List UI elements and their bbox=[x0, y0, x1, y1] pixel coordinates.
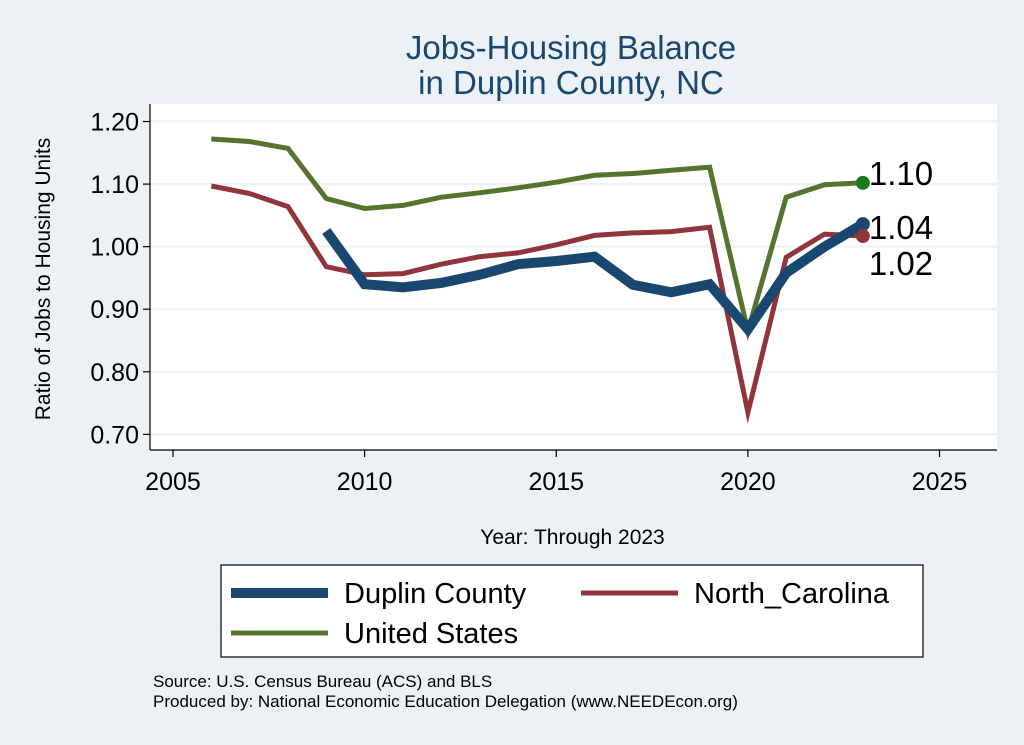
x-tick-label: 2010 bbox=[337, 468, 393, 496]
x-axis-title: Year: Through 2023 bbox=[480, 526, 665, 549]
series-line-0 bbox=[322, 219, 866, 338]
legend: Duplin County North_Carolina United States bbox=[220, 564, 924, 658]
legend-label: North_Carolina bbox=[694, 578, 890, 610]
y-tick-label: 0.90 bbox=[90, 296, 139, 324]
chart-title-line: Jobs-Housing Balance bbox=[406, 29, 736, 66]
producer-note: Produced by: National Economic Education… bbox=[153, 692, 738, 711]
y-tick-label: 1.20 bbox=[90, 109, 139, 137]
x-tick-label: 2020 bbox=[720, 468, 776, 496]
plot-area-background bbox=[150, 104, 997, 450]
y-axis-title: Ratio of Jobs to Housing Units bbox=[32, 138, 55, 420]
end-marker bbox=[855, 217, 870, 232]
legend-label: United States bbox=[344, 618, 518, 650]
series-lines bbox=[210, 136, 866, 424]
legend-label: Duplin County bbox=[344, 578, 527, 610]
y-tick-label: 1.00 bbox=[90, 234, 139, 262]
y-tick-label: 0.80 bbox=[90, 359, 139, 387]
x-tick-label: 2025 bbox=[912, 468, 968, 496]
end-value-label: 1.02 bbox=[869, 245, 933, 282]
y-tick-label: 0.70 bbox=[90, 421, 139, 449]
gridlines bbox=[150, 120, 997, 436]
end-marker bbox=[855, 175, 870, 190]
series-line-2 bbox=[211, 136, 864, 342]
end-value-label: 1.04 bbox=[869, 209, 933, 246]
legend-box bbox=[220, 564, 924, 658]
x-tick-label: 2005 bbox=[145, 468, 201, 496]
x-tick-label: 2015 bbox=[528, 468, 584, 496]
source-note: Source: U.S. Census Bureau (ACS) and BLS bbox=[153, 672, 493, 691]
axes: 0.70 0.80 0.90 1.00 1.10 1.20 2005 2010 2015 2020… bbox=[32, 104, 997, 549]
series-line-1 bbox=[210, 183, 864, 424]
chart-title-line: in Duplin County, NC bbox=[418, 64, 724, 101]
end-value-label: 1.10 bbox=[869, 155, 933, 192]
y-tick-label: 1.10 bbox=[90, 171, 139, 199]
series-endpoints: 1.041.02 1.10 bbox=[855, 155, 933, 282]
end-marker bbox=[855, 229, 870, 244]
